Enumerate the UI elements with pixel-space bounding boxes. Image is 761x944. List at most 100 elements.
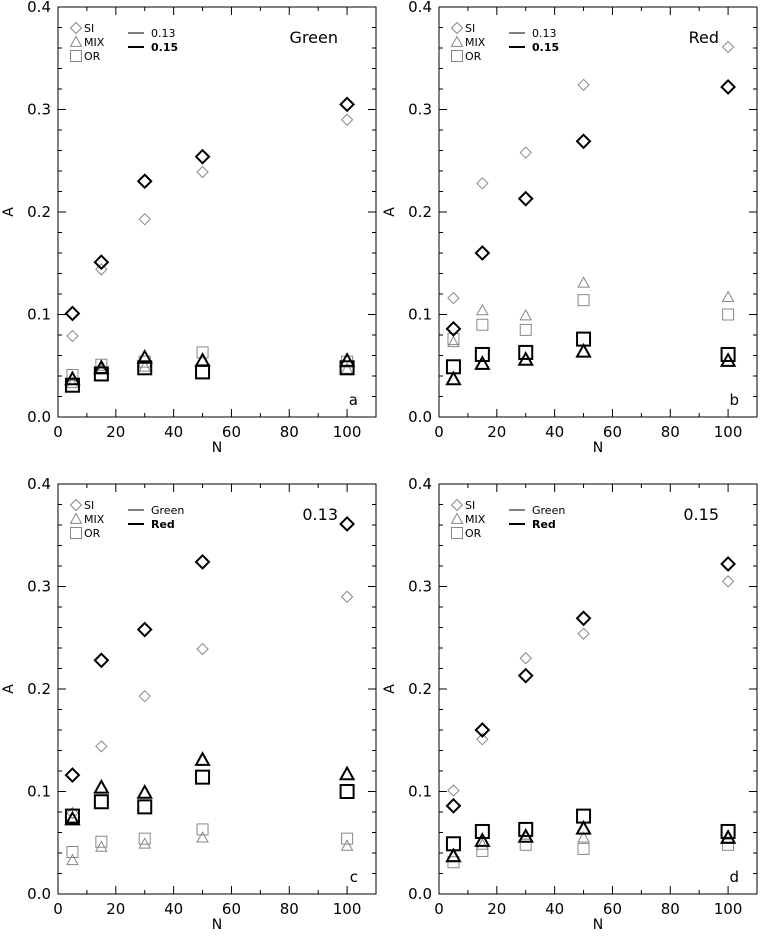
x-tick-label: 60 [603,900,622,918]
x-tick-label: 0 [434,900,444,918]
x-tick-label: 0 [53,423,63,441]
x-tick-label: 100 [333,900,362,918]
data-point-triangle-thick [194,751,211,766]
data-point-triangle-thick [136,783,153,799]
plot-frame [57,483,377,895]
y-tick-label: 0.0 [27,885,51,903]
x-tick-label: 40 [164,900,183,918]
y-tick-label: 0.1 [408,783,432,801]
data-point-triangle-thin [476,838,489,850]
x-tick-label: 80 [280,900,299,918]
data-point-square-thin [722,308,735,321]
legend-line-label: Green [151,504,184,517]
data-point-square-thick [518,821,534,837]
data-point-triangle-thick [445,370,462,386]
y-tick-label: 0.0 [27,408,51,426]
data-point-triangle-thin [476,303,489,316]
data-point-triangle-thick [64,810,81,826]
data-point-triangle-thin [340,362,354,374]
y-axis-label: A [382,684,398,694]
legend-marker [70,527,82,539]
data-point-diamond-thick [474,245,491,261]
data-point-square-thin [341,832,354,845]
x-tick-label: 100 [714,900,743,918]
x-axis-label: N [593,917,603,933]
data-point-diamond-thin [519,652,532,665]
data-point-square-thick [64,377,80,393]
data-point-square-thick [93,366,109,382]
panel-letter: c [350,868,358,886]
legend-marker [450,21,464,35]
y-tick-label: 0.4 [27,475,51,493]
legend-marker-label: SI [465,22,475,35]
data-point-diamond-thin [447,291,460,305]
legend-marker-label: OR [465,527,482,540]
y-axis-label: A [382,207,398,217]
legend-line-label: Red [151,518,175,531]
data-point-diamond-thick [474,722,491,738]
data-point-square-thick [93,794,109,810]
data-point-square-thin [196,346,209,359]
data-point-diamond-thick [93,652,110,669]
data-point-triangle-thick [93,778,110,794]
data-point-diamond-thick [339,516,356,532]
y-tick-label: 0.3 [408,578,432,596]
x-tick-label: 60 [222,900,241,918]
x-tick-label: 20 [487,900,506,918]
chart-panel-a: 0 20 40 60 80 100 0.0 0.1 0.2 0.3 0.4 N A Green a SIMIX… [1,0,377,456]
y-axis-label: A [1,684,17,694]
y-axis-label: A [1,207,17,217]
data-point-triangle-thick [338,765,356,781]
x-tick-label: 0 [434,423,444,441]
x-tick-label: 20 [106,900,125,918]
data-point-triangle-thick [575,819,592,835]
legend-marker-label: MIX [84,36,105,49]
data-point-diamond-thick [517,667,534,684]
data-point-square-thin [66,368,79,381]
legend-marker-label: SI [84,22,94,35]
x-axis-label: N [593,440,603,456]
data-point-diamond-thin [196,642,209,656]
panel-title: 0.15 [683,505,719,524]
chart-panel-d: 0 20 40 60 80 100 0.0 0.1 0.2 0.3 0.4 N A 0.15 d SIMIXO… [382,475,758,933]
data-point-square-thin [722,838,735,851]
x-tick-label: 60 [222,423,241,441]
data-point-triangle-thick [474,355,491,370]
x-tick-label: 80 [280,423,299,441]
legend-marker-label: OR [84,527,101,540]
data-point-triangle-thick [474,832,491,847]
data-point-diamond-thick [93,254,110,271]
panel-letter: b [729,391,739,409]
data-point-triangle-thick [575,342,592,358]
data-point-diamond-thick [64,767,81,784]
panel-letter: d [729,868,739,886]
data-point-diamond-thin [66,806,79,820]
data-point-diamond-thin [476,177,489,190]
data-point-square-thick [445,359,461,375]
data-point-square-thick [195,364,211,380]
data-point-diamond-thin [196,165,209,179]
data-point-triangle-thin [577,276,590,288]
x-tick-label: 40 [545,900,564,918]
data-point-square-thick [137,799,153,815]
data-point-square-thick [720,346,736,362]
y-tick-label: 0.1 [27,306,51,324]
data-point-triangle-thin [340,839,354,851]
data-point-square-thick [445,836,461,852]
legend-marker [69,35,83,47]
data-point-square-thick [474,346,490,362]
y-tick-label: 0.0 [408,885,432,903]
x-tick-label: 80 [661,900,680,918]
plot-frame [438,6,758,418]
data-point-diamond-thick [575,610,592,627]
data-point-triangle-thin [95,840,108,852]
panel-letter: a [349,391,358,409]
data-point-square-thin [138,832,151,845]
data-point-square-thick [339,360,355,376]
data-point-diamond-thin [577,627,590,640]
legend-marker [451,527,463,539]
data-point-square-thin [95,358,108,371]
legend-marker [70,50,82,62]
data-point-triangle-thin [95,363,108,375]
